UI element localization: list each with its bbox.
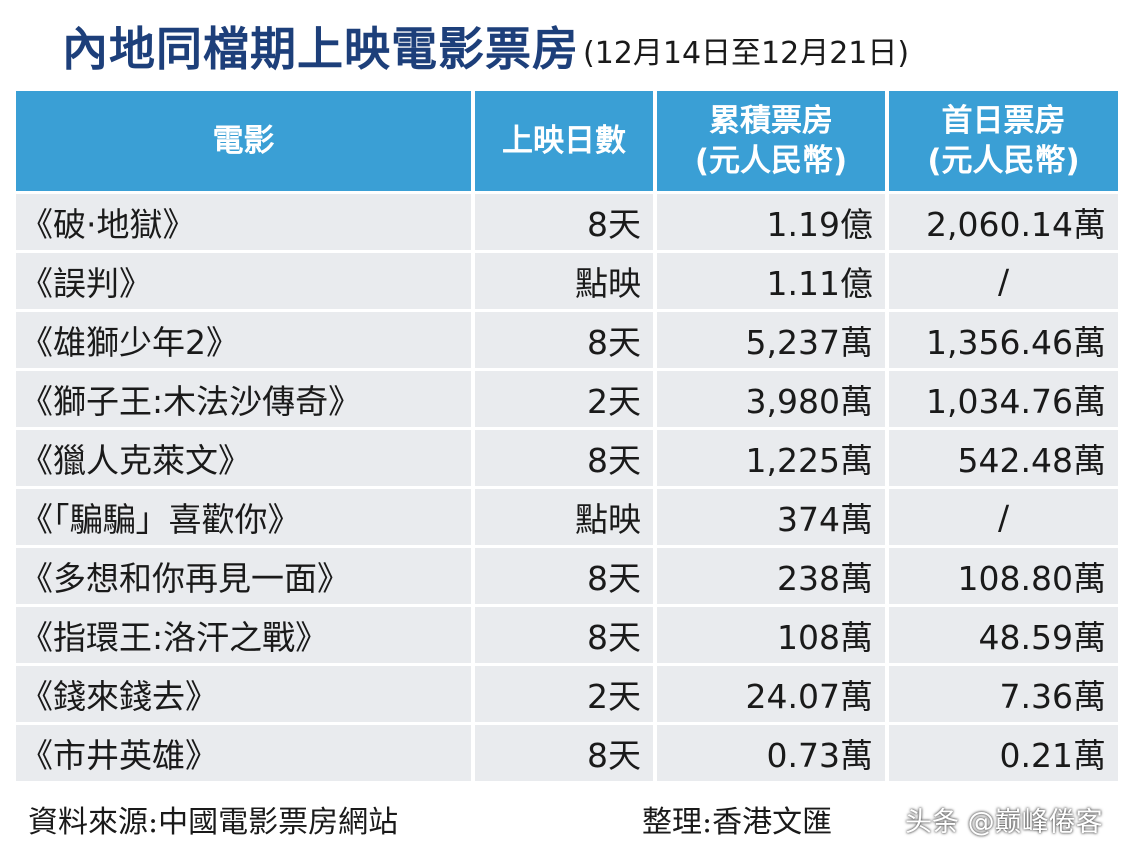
title-date-range: (12月14日至12月21日) bbox=[583, 36, 910, 71]
days-shown: 8天 bbox=[475, 548, 653, 604]
table-row: 《「騙騙」喜歡你》 點映 374萬 / bbox=[16, 489, 1118, 545]
first-day-gross: 108.80萬 bbox=[889, 548, 1118, 604]
table-row: 《市井英雄》 8天 0.73萬 0.21萬 bbox=[16, 725, 1118, 781]
total-gross: 1,225萬 bbox=[657, 430, 885, 486]
header-first-day-gross: 首日票房 (元人民幣) bbox=[889, 91, 1118, 191]
footer-source: 資料來源:中國電影票房網站 bbox=[28, 805, 399, 840]
first-day-gross: 7.36萬 bbox=[889, 666, 1118, 722]
days-shown: 8天 bbox=[475, 430, 653, 486]
days-shown: 8天 bbox=[475, 194, 653, 250]
total-gross: 5,237萬 bbox=[657, 312, 885, 368]
first-day-gross: 0.21萬 bbox=[889, 725, 1118, 781]
table-row: 《指環王:洛汗之戰》 8天 108萬 48.59萬 bbox=[16, 607, 1118, 663]
total-gross: 3,980萬 bbox=[657, 371, 885, 427]
header-total-gross: 累積票房 (元人民幣) bbox=[657, 91, 885, 191]
total-gross: 108萬 bbox=[657, 607, 885, 663]
days-shown: 2天 bbox=[475, 666, 653, 722]
film-name: 《指環王:洛汗之戰》 bbox=[16, 607, 471, 663]
table-row: 《獅子王:木法沙傳奇》 2天 3,980萬 1,034.76萬 bbox=[16, 371, 1118, 427]
film-name: 《雄獅少年2》 bbox=[16, 312, 471, 368]
total-gross: 1.11億 bbox=[657, 253, 885, 309]
total-gross: 24.07萬 bbox=[657, 666, 885, 722]
first-day-gross: / bbox=[889, 489, 1118, 545]
film-name: 《破·地獄》 bbox=[16, 194, 471, 250]
table-row: 《獵人克萊文》 8天 1,225萬 542.48萬 bbox=[16, 430, 1118, 486]
first-day-gross: / bbox=[889, 253, 1118, 309]
page-title: 內地同檔期上映電影票房 (12月14日至12月21日) bbox=[62, 6, 909, 86]
table-header-row: 電影 上映日數 累積票房 (元人民幣) 首日票房 (元人民幣) bbox=[16, 91, 1118, 191]
box-office-table: 電影 上映日數 累積票房 (元人民幣) 首日票房 (元人民幣) 《破·地獄》 8… bbox=[12, 88, 1122, 784]
film-name: 《錢來錢去》 bbox=[16, 666, 471, 722]
days-shown: 8天 bbox=[475, 607, 653, 663]
total-gross: 238萬 bbox=[657, 548, 885, 604]
first-day-gross: 542.48萬 bbox=[889, 430, 1118, 486]
days-shown: 點映 bbox=[475, 489, 653, 545]
title-main: 內地同檔期上映電影票房 bbox=[62, 22, 579, 76]
days-shown: 2天 bbox=[475, 371, 653, 427]
header-film: 電影 bbox=[16, 91, 471, 191]
total-gross: 374萬 bbox=[657, 489, 885, 545]
film-name: 《誤判》 bbox=[16, 253, 471, 309]
days-shown: 點映 bbox=[475, 253, 653, 309]
film-name: 《獅子王:木法沙傳奇》 bbox=[16, 371, 471, 427]
film-name: 《市井英雄》 bbox=[16, 725, 471, 781]
first-day-gross: 2,060.14萬 bbox=[889, 194, 1118, 250]
first-day-gross: 1,034.76萬 bbox=[889, 371, 1118, 427]
table-row: 《誤判》 點映 1.11億 / bbox=[16, 253, 1118, 309]
first-day-gross: 48.59萬 bbox=[889, 607, 1118, 663]
header-days: 上映日數 bbox=[475, 91, 653, 191]
footer-compiled-by: 整理:香港文匯 bbox=[642, 805, 833, 840]
film-name: 《多想和你再見一面》 bbox=[16, 548, 471, 604]
table-row: 《破·地獄》 8天 1.19億 2,060.14萬 bbox=[16, 194, 1118, 250]
days-shown: 8天 bbox=[475, 725, 653, 781]
total-gross: 1.19億 bbox=[657, 194, 885, 250]
table-row: 《多想和你再見一面》 8天 238萬 108.80萬 bbox=[16, 548, 1118, 604]
first-day-gross: 1,356.46萬 bbox=[889, 312, 1118, 368]
total-gross: 0.73萬 bbox=[657, 725, 885, 781]
table-row: 《錢來錢去》 2天 24.07萬 7.36萬 bbox=[16, 666, 1118, 722]
table-row: 《雄獅少年2》 8天 5,237萬 1,356.46萬 bbox=[16, 312, 1118, 368]
film-name: 《「騙騙」喜歡你》 bbox=[16, 489, 471, 545]
film-name: 《獵人克萊文》 bbox=[16, 430, 471, 486]
watermark: 头条 @巅峰倦客 bbox=[905, 807, 1103, 838]
days-shown: 8天 bbox=[475, 312, 653, 368]
